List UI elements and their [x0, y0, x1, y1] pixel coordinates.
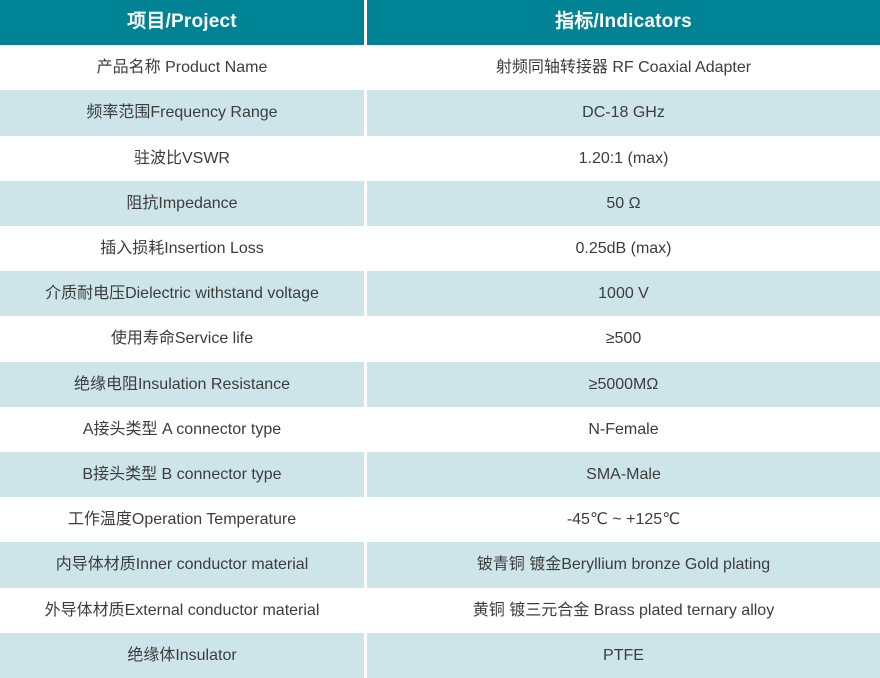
column-divider — [364, 632, 367, 678]
column-divider — [364, 135, 367, 181]
table-row: 内导体材质Inner conductor material 铍青铜 镀金Bery… — [0, 542, 880, 588]
column-divider — [364, 587, 367, 633]
table-row: 外导体材质External conductor material 黄铜 镀三元合… — [0, 587, 880, 633]
column-divider — [364, 406, 367, 453]
row-value-cell: DC-18 GHz — [582, 104, 665, 122]
row-value-cell: 铍青铜 镀金Beryllium bronze Gold plating — [476, 556, 771, 574]
table-row: 驻波比VSWR 1.20:1 (max) — [0, 135, 880, 181]
row-label-cell: 介质耐电压Dielectric withstand voltage — [45, 285, 319, 303]
table-row: B接头类型 B connector type SMA-Male — [0, 452, 880, 498]
row-value-cell: 射频同轴转接器 RF Coaxial Adapter — [495, 59, 752, 77]
column-divider — [364, 316, 367, 362]
row-label-cell: 频率范围Frequency Range — [86, 104, 278, 122]
row-label-cell: 插入损耗Insertion Loss — [100, 240, 264, 258]
column-divider — [364, 0, 367, 46]
table-row: 插入损耗Insertion Loss 0.25dB (max) — [0, 226, 880, 272]
column-divider — [364, 45, 367, 91]
row-label-cell: 内导体材质Inner conductor material — [55, 556, 309, 574]
row-label-cell: 阻抗Impedance — [126, 194, 238, 212]
row-label-cell: 产品名称 Product Name — [96, 59, 268, 77]
table-row: 绝缘电阻Insulation Resistance ≥5000MΩ — [0, 361, 880, 407]
row-value-cell: SMA-Male — [586, 466, 661, 484]
column-header-indicators: 指标/Indicators — [555, 11, 692, 33]
row-value-cell: 50 Ω — [606, 194, 641, 212]
column-divider — [364, 90, 367, 136]
column-divider — [364, 497, 367, 543]
table-row: 工作温度Operation Temperature -45℃ ~ +125℃ — [0, 497, 880, 543]
row-label-cell: 绝缘电阻Insulation Resistance — [73, 375, 291, 393]
table-row: 阻抗Impedance 50 Ω — [0, 180, 880, 227]
row-value-cell: 1000 V — [598, 285, 649, 303]
column-divider — [364, 452, 367, 498]
row-label-cell: 外导体材质External conductor material — [44, 601, 320, 619]
row-label-cell: 驻波比VSWR — [133, 149, 230, 167]
row-value-cell: 0.25dB (max) — [575, 240, 672, 258]
row-value-cell: -45℃ ~ +125℃ — [566, 511, 681, 529]
table-row: 使用寿命Service life ≥500 — [0, 316, 880, 362]
table-row: A接头类型 A connector type N-Female — [0, 406, 880, 453]
table-row: 频率范围Frequency Range DC-18 GHz — [0, 90, 880, 136]
column-divider — [364, 180, 367, 227]
column-divider — [364, 542, 367, 588]
row-value-cell: ≥5000MΩ — [588, 375, 659, 393]
row-value-cell: PTFE — [603, 646, 644, 664]
table-row: 介质耐电压Dielectric withstand voltage 1000 V — [0, 271, 880, 317]
table-row: 绝缘体Insulator PTFE — [0, 632, 880, 678]
column-divider — [364, 226, 367, 272]
table-header-row: 项目/Project 指标/Indicators — [0, 0, 880, 46]
row-label-cell: 绝缘体Insulator — [127, 646, 237, 664]
row-value-cell: N-Female — [588, 420, 659, 438]
column-divider — [364, 271, 367, 317]
table-row: 产品名称 Product Name 射频同轴转接器 RF Coaxial Ada… — [0, 45, 880, 91]
row-value-cell: 黄铜 镀三元合金 Brass plated ternary alloy — [472, 601, 775, 619]
row-value-cell: ≥500 — [605, 330, 642, 348]
row-label-cell: 工作温度Operation Temperature — [67, 511, 297, 529]
column-divider — [364, 361, 367, 407]
row-label-cell: B接头类型 B connector type — [82, 466, 282, 484]
row-label-cell: 使用寿命Service life — [110, 330, 254, 348]
column-header-project: 项目/Project — [127, 11, 237, 33]
row-value-cell: 1.20:1 (max) — [578, 149, 669, 167]
row-label-cell: A接头类型 A connector type — [82, 420, 282, 438]
